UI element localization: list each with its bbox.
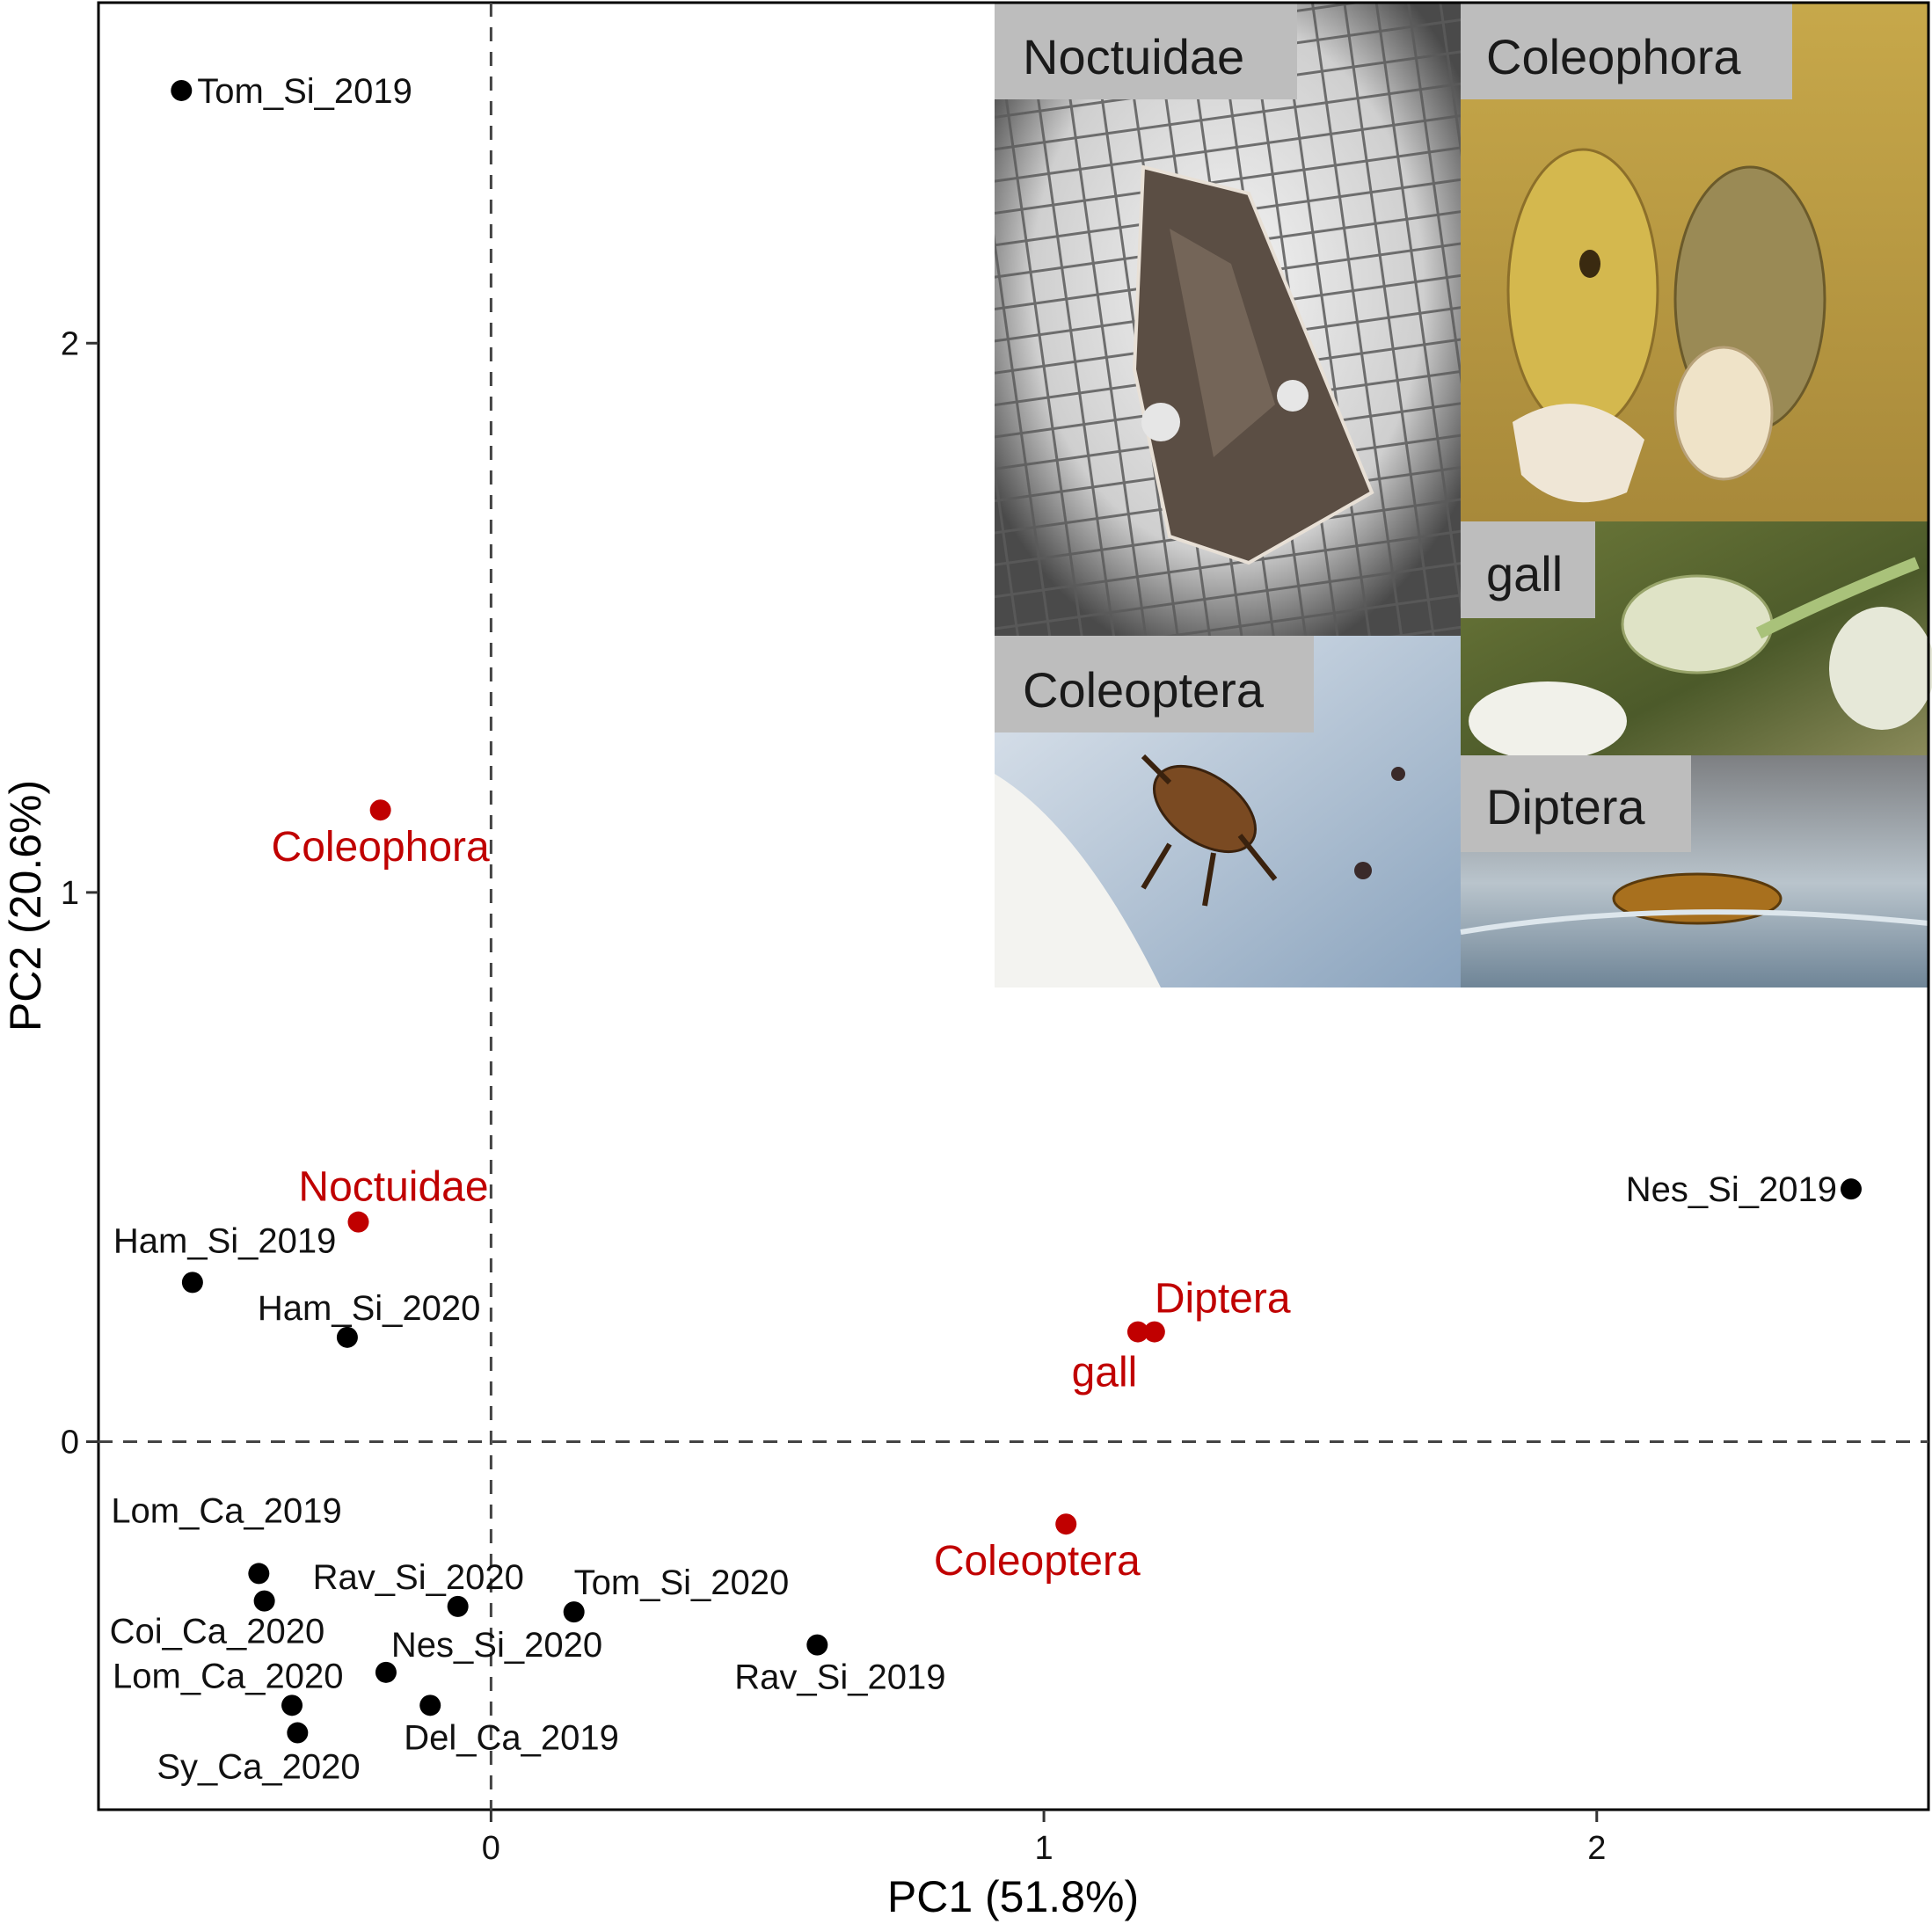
inset-photo-collage: Noctuidae Coleophora gall (995, 3, 1932, 988)
data-points (171, 79, 1862, 1744)
inset-coleoptera: Coleoptera (995, 636, 1461, 988)
inset-label-noctuidae: Noctuidae (1023, 29, 1244, 84)
x-tick-label: 1 (1035, 1830, 1053, 1867)
site-point-nes_si_2020 (375, 1661, 397, 1683)
x-axis: 0 1 2 (482, 1810, 1606, 1867)
plot-panel (97, 1, 1930, 1811)
taxon-point-diptera (1143, 1321, 1165, 1343)
taxon-point-noctuidae (347, 1211, 369, 1233)
inset-noctuidae: Noctuidae (995, 3, 1461, 636)
taxon-point-gall (1126, 1321, 1148, 1343)
y-axis: 0 1 2 (61, 325, 98, 1461)
inset-diptera: Diptera (1460, 755, 1929, 988)
x-axis-title: PC1 (51.8%) (887, 1872, 1139, 1921)
x-tick-label: 2 (1587, 1830, 1606, 1867)
y-tick-label: 0 (61, 1425, 79, 1461)
inset-label-diptera: Diptera (1486, 779, 1645, 834)
taxon-label-coleoptera: Coleoptera (934, 1538, 1141, 1585)
taxon-label-noctuidae: Noctuidae (298, 1164, 488, 1211)
site-point-ham_si_2019 (181, 1272, 203, 1294)
taxon-label-gall: gall (1072, 1350, 1138, 1396)
point-labels: Tom_Si_2019 Nes_Si_2019 Ham_Si_2019 Ham_Si_… (110, 72, 1837, 1787)
site-point-ham_si_2020 (336, 1326, 358, 1348)
site-label-tom_si_2020: Tom_Si_2020 (574, 1563, 790, 1602)
inset-gall: gall (1461, 521, 1932, 761)
y-tick-label: 2 (61, 325, 79, 362)
site-point-rav_si_2019 (806, 1634, 828, 1656)
zero-reference-lines (98, 3, 1928, 1810)
gall-illustration (1621, 574, 1774, 674)
taxon-point-coleoptera (1055, 1513, 1077, 1535)
taxon-label-coleophora: Coleophora (272, 824, 490, 871)
site-point-del_ca_2019 (419, 1694, 441, 1716)
site-label-nes_si_2019: Nes_Si_2019 (1626, 1170, 1837, 1209)
site-point-lom_ca_2019 (248, 1563, 270, 1585)
site-point-tom_si_2020 (563, 1601, 585, 1623)
site-label-rav_si_2020: Rav_Si_2020 (313, 1558, 524, 1597)
site-label-ham_si_2020: Ham_Si_2020 (258, 1289, 481, 1328)
inset-label-coleoptera: Coleoptera (1023, 662, 1265, 718)
site-label-coi_ca_2020: Coi_Ca_2020 (110, 1613, 325, 1651)
x-tick-label: 0 (482, 1830, 500, 1867)
site-point-coi_ca_2020 (253, 1590, 275, 1612)
site-point-tom_si_2019 (171, 79, 193, 101)
site-label-nes_si_2020: Nes_Si_2020 (391, 1626, 602, 1665)
site-point-rav_si_2020 (447, 1595, 469, 1617)
seed-capsule-illustration (1506, 148, 1659, 433)
larva-illustration (1673, 346, 1774, 481)
weevil-illustration (1152, 764, 1258, 854)
site-label-sy_ca_2020: Sy_Ca_2020 (157, 1748, 360, 1787)
inset-label-gall: gall (1486, 546, 1563, 601)
site-label-rav_si_2019: Rav_Si_2019 (734, 1658, 945, 1697)
taxon-label-diptera: Diptera (1155, 1276, 1291, 1323)
y-axis-title: PC2 (20.6%) (1, 780, 50, 1031)
taxon-point-coleophora (369, 799, 391, 821)
inset-label-coleophora: Coleophora (1486, 29, 1741, 84)
site-label-del_ca_2019: Del_Ca_2019 (404, 1718, 619, 1757)
site-label-tom_si_2019: Tom_Si_2019 (197, 72, 412, 111)
inset-coleophora: Coleophora (1461, 3, 1928, 521)
site-label-ham_si_2019: Ham_Si_2019 (113, 1221, 337, 1260)
site-point-nes_si_2019 (1840, 1178, 1862, 1200)
site-label-lom_ca_2019: Lom_Ca_2019 (111, 1491, 341, 1530)
y-tick-label: 1 (61, 875, 79, 912)
site-point-sy_ca_2020 (287, 1722, 309, 1744)
site-label-lom_ca_2020: Lom_Ca_2020 (113, 1657, 343, 1695)
site-point-lom_ca_2020 (281, 1694, 303, 1716)
